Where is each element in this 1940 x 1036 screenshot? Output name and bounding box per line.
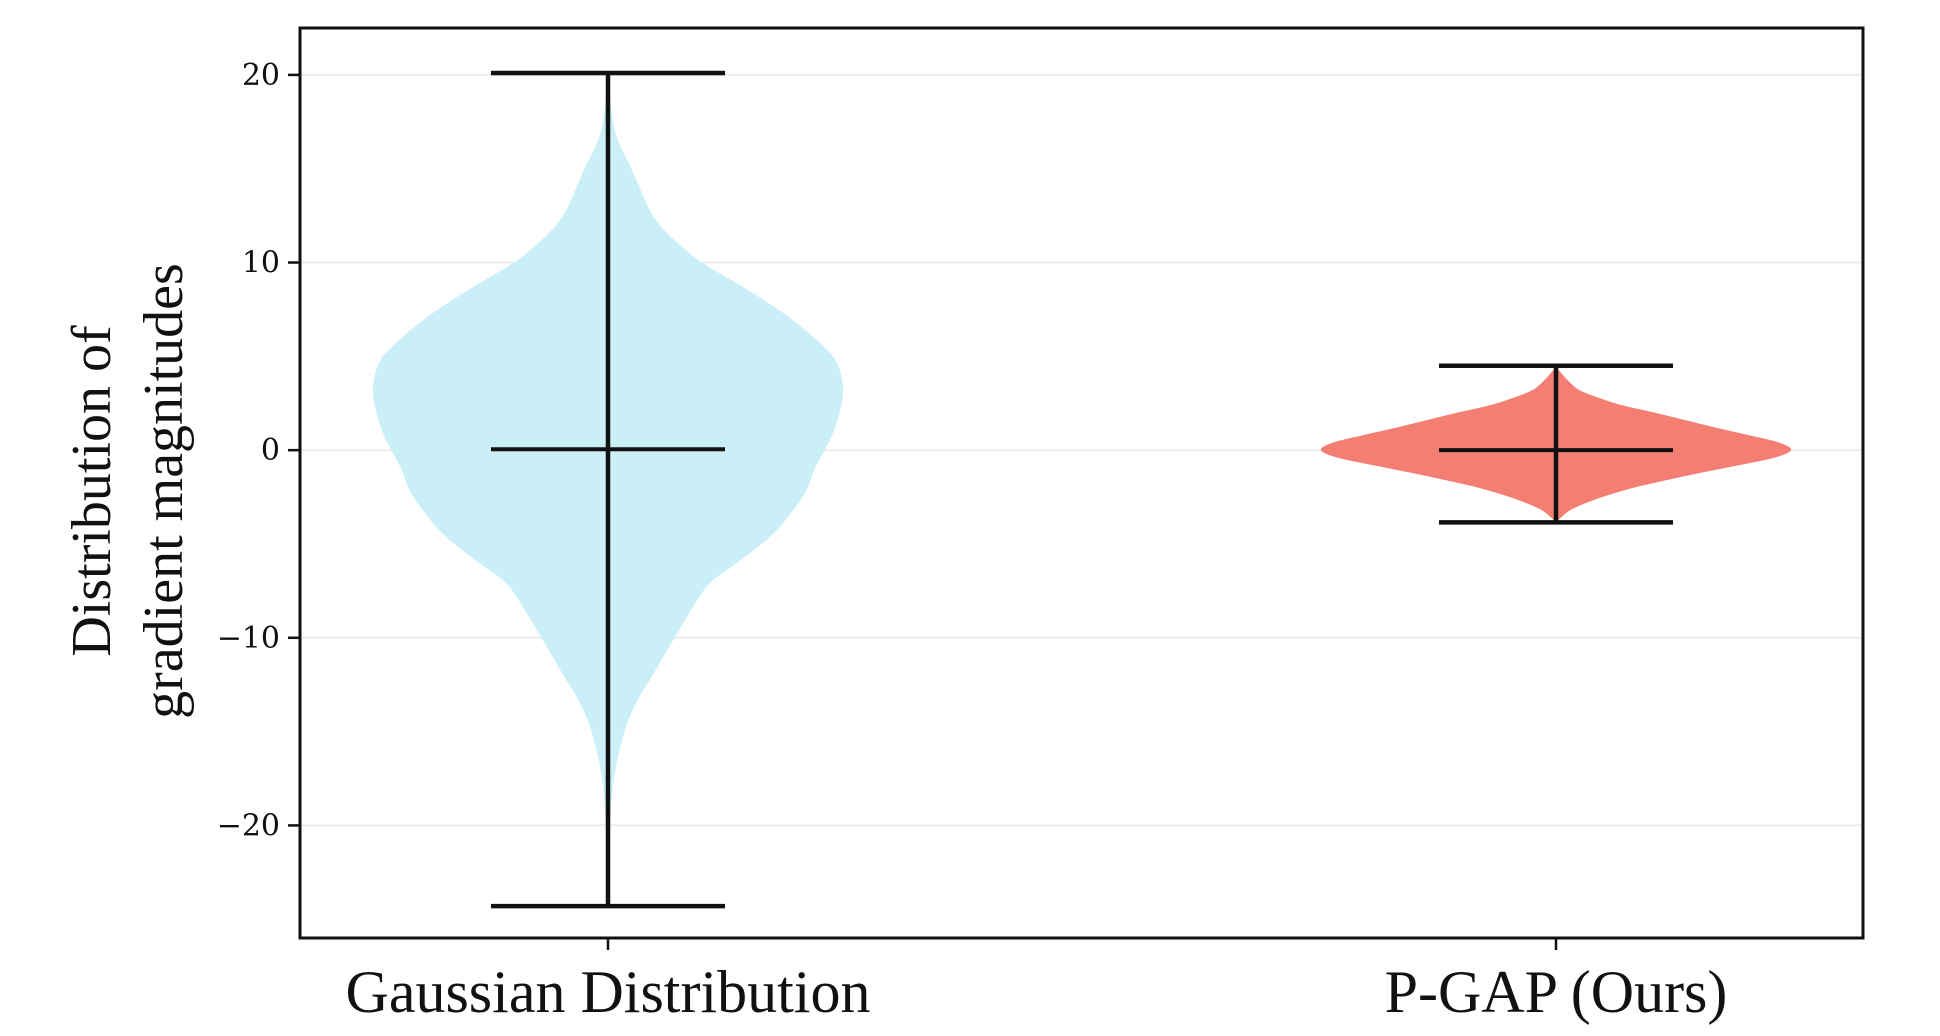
x-category-label: Gaussian Distribution (346, 959, 871, 1025)
y-axis-title-line-1: Distribution of (61, 325, 123, 657)
y-tick-label: 20 (242, 58, 280, 93)
plot-frame (298, 26, 1865, 940)
y-tick-label: −20 (217, 808, 280, 843)
x-axis-ticks: Gaussian Distribution P-GAP (Ours) (346, 938, 1728, 1025)
y-axis-ticks: 20 10 0 −10 −20 (217, 58, 300, 843)
violin-series (372, 73, 1792, 858)
y-tick-label: 10 (242, 246, 280, 281)
y-tick-label: 0 (261, 433, 280, 468)
x-category-label: P-GAP (Ours) (1385, 959, 1728, 1025)
y-axis-title-line-2: gradient magnitudes (133, 263, 195, 719)
y-tick-label: −10 (217, 621, 280, 656)
extrema-and-median-markers (491, 70, 1673, 909)
